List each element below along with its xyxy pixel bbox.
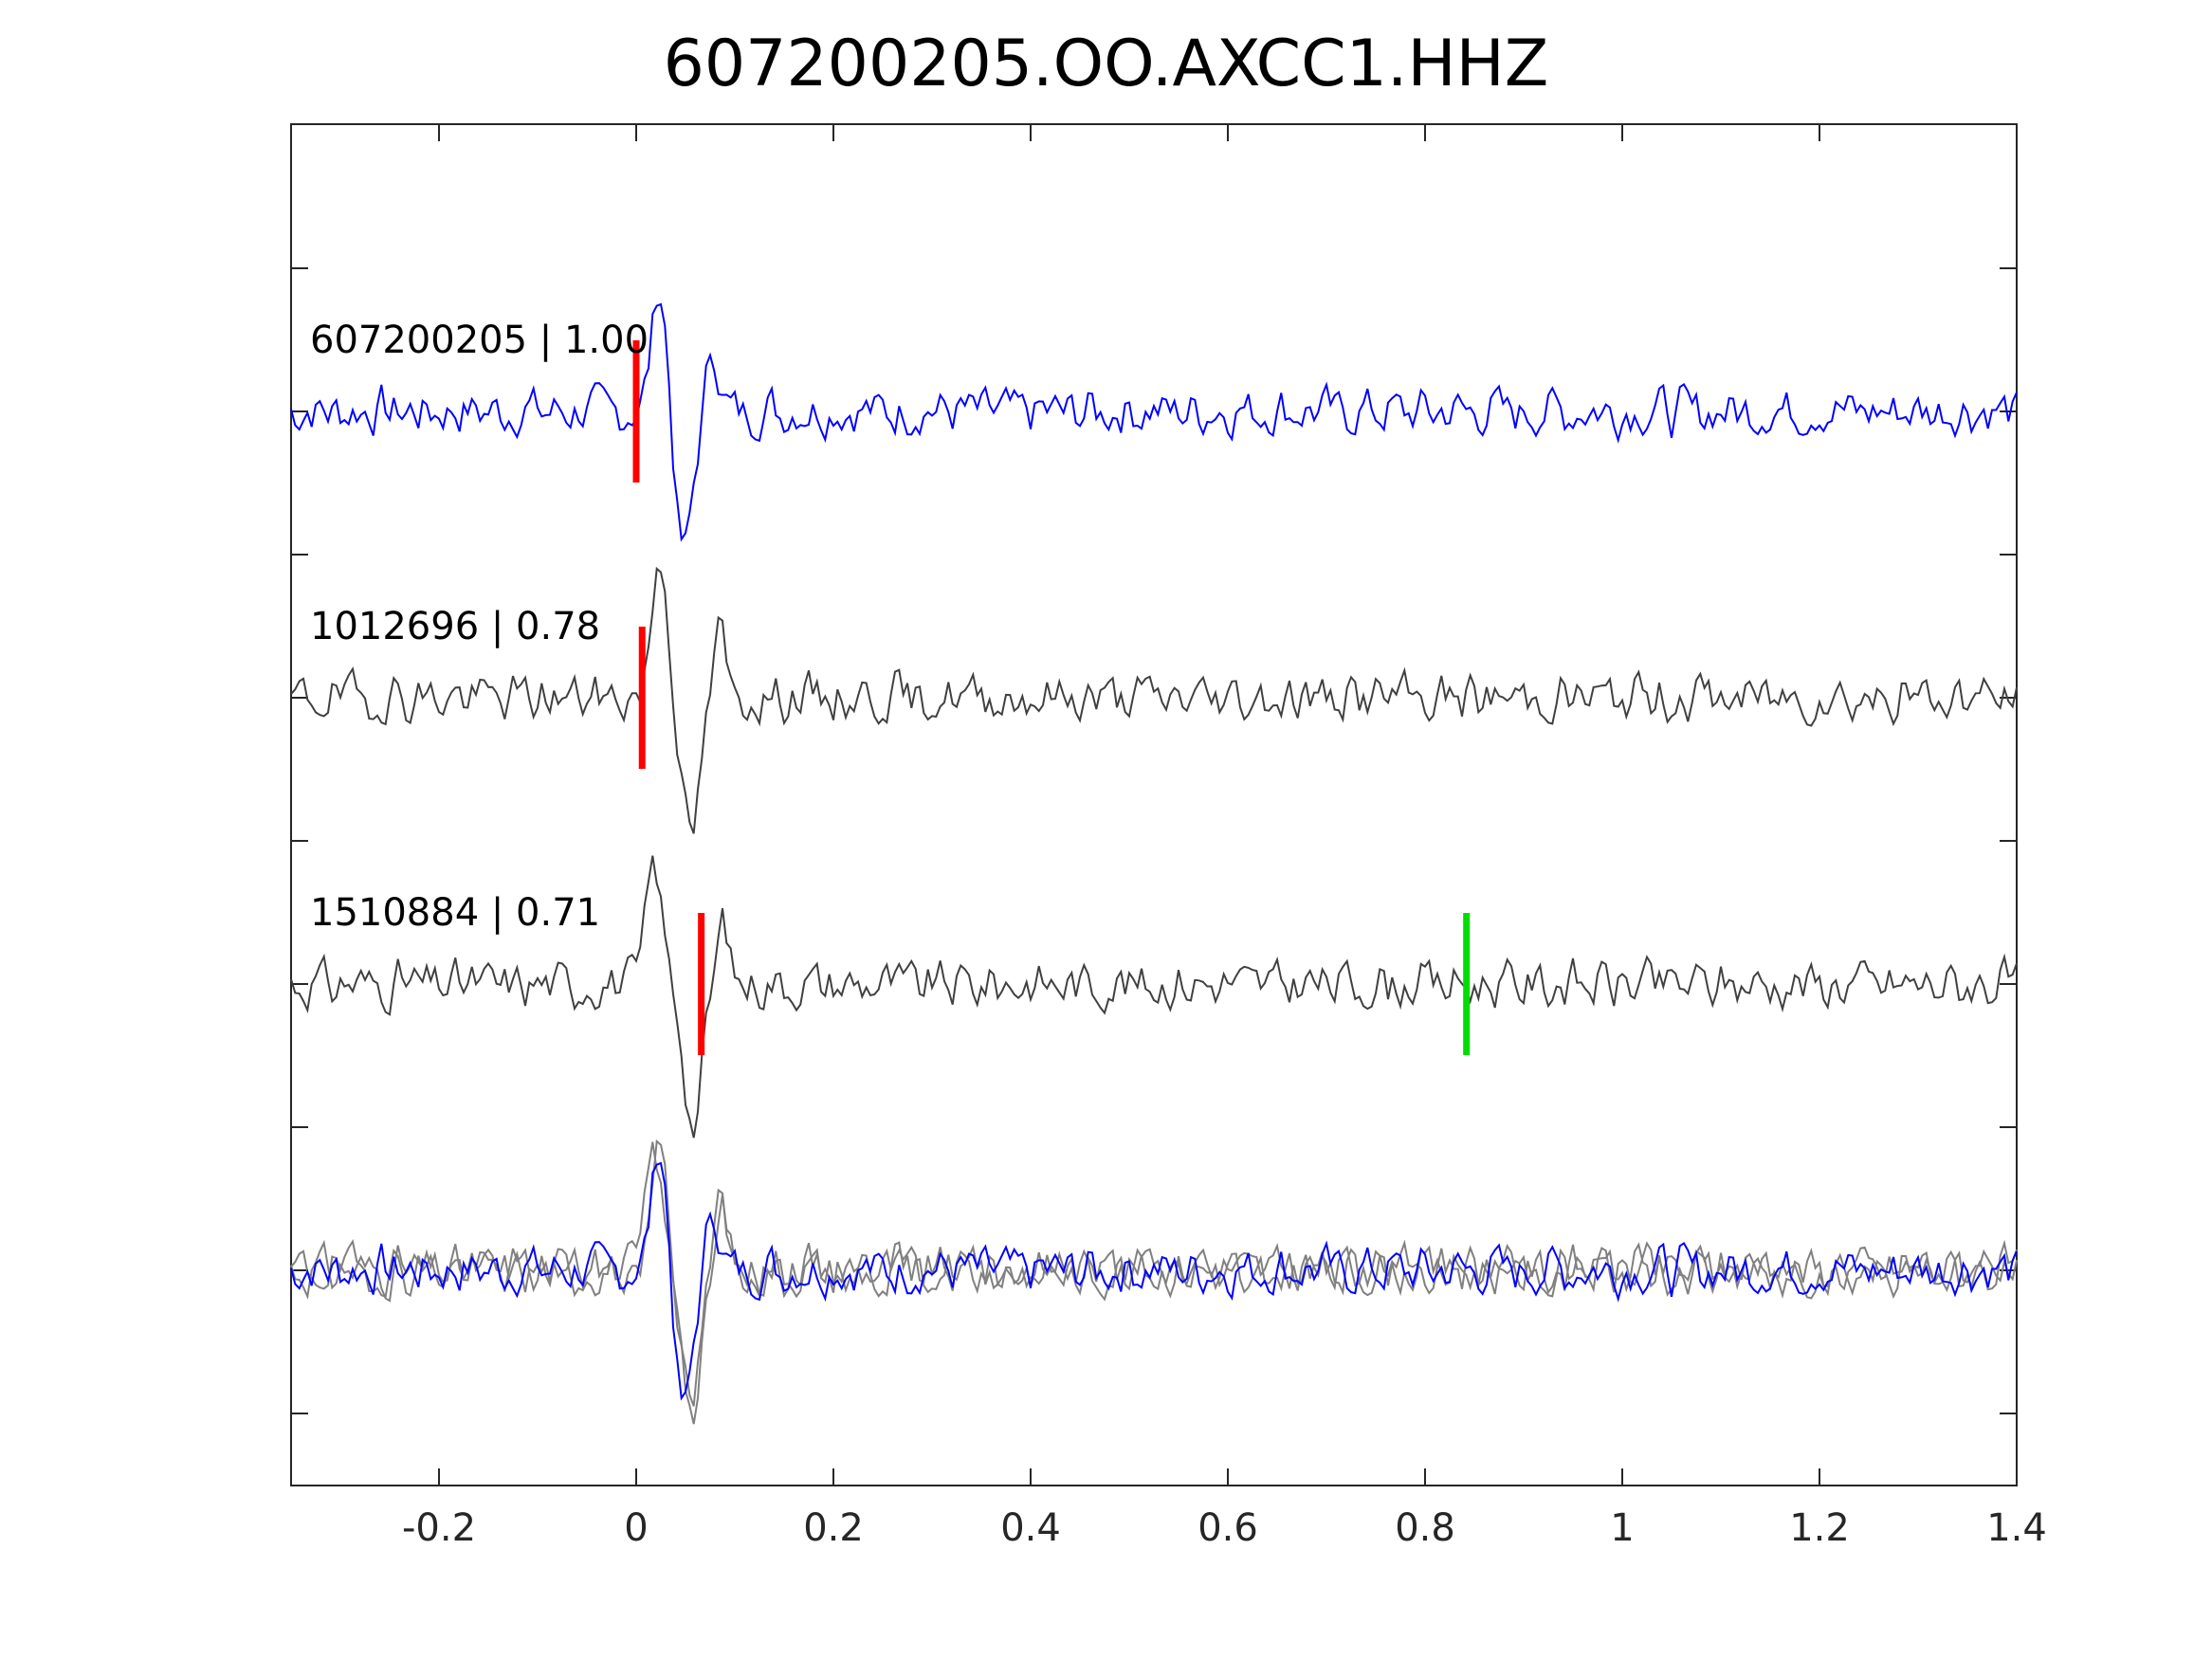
- waveform-trace: [290, 855, 2018, 1139]
- waveform-traces: [290, 302, 2018, 1425]
- waveform-trace: [290, 302, 2018, 542]
- phase-picks: [632, 340, 1471, 1055]
- overlay-template-trace: [290, 1161, 2018, 1401]
- x-tick-label: 0.8: [1395, 1506, 1455, 1550]
- waveform-trace: [290, 566, 2018, 834]
- x-tick-label: 0.6: [1197, 1506, 1258, 1550]
- trace-label: 1012696 | 0.78: [310, 605, 600, 648]
- x-tick-label: -0.2: [402, 1506, 476, 1550]
- trace-labels: 607200205 | 1.00 1012696 | 0.78 1510884 | …: [310, 319, 649, 935]
- overlay-trace: [290, 1141, 2018, 1425]
- x-tick-label: 1.4: [1986, 1506, 2047, 1550]
- x-tick-label: 0.4: [1000, 1506, 1061, 1550]
- trace-label: 1510884 | 0.71: [310, 891, 600, 935]
- plot-area-frame: [290, 123, 2018, 1486]
- x-tick-label: 0: [624, 1506, 648, 1550]
- x-tick-label: 0.2: [803, 1506, 864, 1550]
- axis-ticks: -0.2 0 0.2 0.4 0.6 0.8 1 1.2 1.4: [291, 124, 2047, 1550]
- trace-label: 607200205 | 1.00: [310, 319, 649, 362]
- chart-title: 607200205.OO.AXCC1.HHZ: [663, 27, 1549, 101]
- x-tick-label: 1: [1610, 1506, 1634, 1550]
- x-tick-label: 1.2: [1789, 1506, 1850, 1550]
